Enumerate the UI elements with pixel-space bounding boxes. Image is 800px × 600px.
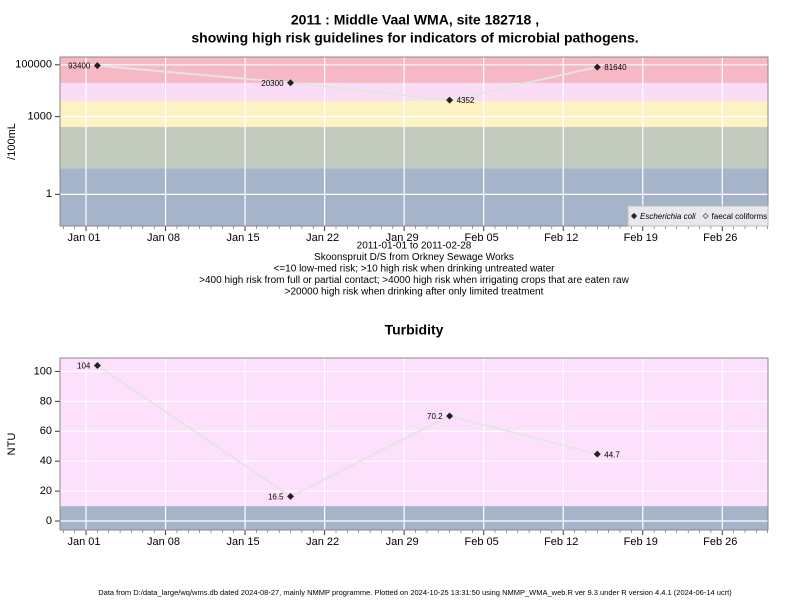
axis-note: >400 high risk from full or partial cont… (199, 275, 629, 286)
x-tick-label: Jan 08 (147, 232, 180, 244)
y-axis-label: NTU (6, 433, 18, 456)
x-tick-label: Feb 19 (624, 232, 658, 244)
x-tick-label: Jan 01 (67, 232, 100, 244)
x-tick-label: Feb 19 (624, 536, 658, 548)
data-label: 44.7 (604, 450, 620, 459)
data-label: 16.5 (268, 492, 284, 501)
risk-band (60, 101, 768, 127)
data-point (593, 450, 601, 458)
minor-ticks (63, 226, 768, 229)
y-tick-label: 0 (46, 515, 52, 527)
minor-ticks (63, 530, 768, 533)
y-tick-label: 80 (40, 395, 52, 407)
x-tick-label: Feb 12 (544, 232, 578, 244)
legend-marker (630, 212, 638, 220)
x-tick-label: Feb 26 (703, 536, 737, 548)
data-point (593, 63, 601, 71)
chart-title: Turbidity (385, 322, 444, 338)
y-tick-label: 100 (34, 365, 52, 377)
x-tick-label: Jan 15 (227, 232, 260, 244)
data-point (93, 361, 101, 369)
data-label: 20300 (261, 79, 284, 88)
data-point (93, 62, 101, 70)
data-label: 70.2 (427, 412, 443, 421)
risk-band (60, 126, 768, 169)
x-tick-label: Jan 22 (306, 536, 339, 548)
data-label: 93400 (68, 62, 91, 71)
data-point (287, 492, 295, 500)
data-point (446, 412, 454, 420)
chart-subtitle: showing high risk guidelines for indicat… (191, 30, 638, 46)
y-tick-label: 20 (40, 485, 52, 497)
legend-label: faecal coliforms (712, 212, 768, 221)
y-tick-label: 60 (40, 425, 52, 437)
legend-label: Escherichia coli (640, 212, 696, 221)
x-tick-label: Feb 12 (544, 536, 578, 548)
data-point (287, 79, 295, 87)
x-tick-label: Jan 01 (67, 536, 100, 548)
x-tick-label: Feb 05 (465, 536, 499, 548)
x-tick-label: Jan 29 (386, 536, 419, 548)
data-label: 104 (77, 362, 91, 371)
plot-frame (59, 56, 769, 227)
footer: Data from D:/data_large/wq/wms.db dated … (98, 588, 732, 597)
axis-note: <=10 low-med risk; >10 high risk when dr… (274, 264, 556, 275)
axis-note: Skoonspruit D/S from Orkney Sewage Works (314, 252, 514, 263)
x-tick-label: Feb 05 (465, 232, 499, 244)
risk-band (60, 506, 768, 530)
y-axis-label: /100mL (6, 123, 18, 160)
chart-title: 2011 : Middle Vaal WMA, site 182718 , (291, 12, 539, 28)
legend: Escherichia coli faecal coliforms (627, 205, 769, 227)
series-line (96, 364, 598, 498)
x-tick-label: Jan 29 (386, 232, 419, 244)
legend-marker (702, 212, 709, 220)
y-tick-label: 1000 (28, 111, 52, 123)
series-line (97, 64, 598, 102)
x-tick-label: Feb 26 (703, 232, 737, 244)
x-tick-label: Jan 08 (147, 536, 180, 548)
x-tick-label: Jan 15 (227, 536, 260, 548)
data-label: 81640 (604, 63, 627, 72)
y-tick-label: 1 (46, 188, 52, 200)
plot-frame (59, 357, 769, 531)
risk-band (60, 82, 768, 102)
y-tick-label: 40 (40, 455, 52, 467)
y-tick-label: 100000 (15, 59, 52, 71)
data-point (446, 96, 454, 104)
axis-note: >20000 high risk when drinking after onl… (285, 287, 544, 298)
x-tick-label: Jan 22 (306, 232, 339, 244)
axis-note: 2011-01-01 to 2011-02-28 (357, 241, 472, 252)
data-label: 4352 (457, 96, 475, 105)
risk-band (60, 358, 768, 507)
risk-band (60, 57, 768, 83)
legend-box (627, 205, 769, 227)
